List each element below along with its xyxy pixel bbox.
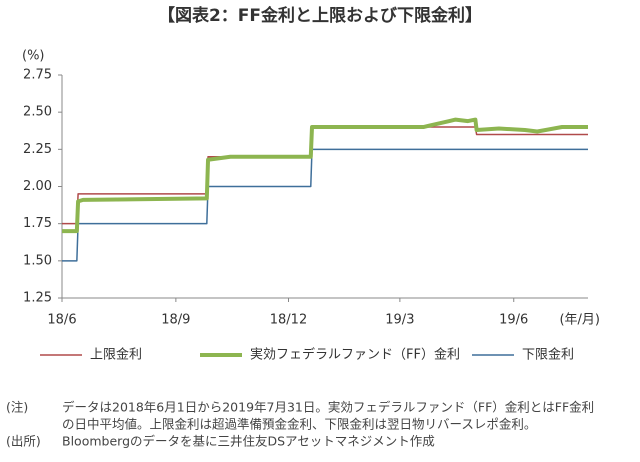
x-tick-label: 18/6 — [47, 313, 76, 328]
chart-title: 【図表2：FF金利と上限および下限金利】 — [158, 5, 482, 26]
x-unit: (年/月) — [559, 313, 600, 328]
x-tick-label: 18/9 — [161, 313, 190, 328]
series-line — [62, 148, 588, 262]
legend-label: 上限金利 — [90, 347, 142, 363]
x-tick-label: 18/12 — [270, 313, 307, 328]
legend-label: 実効フェデラルファンド（FF）金利 — [250, 347, 460, 363]
note-text: Bloombergのデータを基に三井住友DSアセットマネジメント作成 — [62, 434, 435, 449]
y-unit: (%) — [22, 49, 45, 64]
y-tick-label: 2.75 — [23, 68, 52, 83]
x-tick-label: 19/6 — [499, 313, 528, 328]
legend-label: 下限金利 — [522, 347, 574, 363]
x-tick-label: 19/3 — [385, 313, 414, 328]
series-line — [62, 126, 588, 225]
note-label: (注) — [6, 400, 28, 415]
note-text: の日中平均値。上限金利は超過準備預金金利、下限金利は翌日物リバースレポ金利。 — [62, 417, 536, 432]
y-tick-label: 2.25 — [23, 142, 52, 157]
note-text: データは2018年6月1日から2019年7月31日。実効フェデラルファンド（FF… — [62, 400, 594, 415]
y-tick-label: 1.50 — [23, 253, 52, 268]
y-tick-label: 2.50 — [23, 105, 52, 120]
y-tick-label: 1.25 — [23, 291, 52, 306]
series-line — [62, 117, 588, 234]
note-label: (出所) — [6, 434, 41, 449]
y-tick-label: 2.00 — [23, 179, 52, 194]
y-tick-label: 1.75 — [23, 216, 52, 231]
